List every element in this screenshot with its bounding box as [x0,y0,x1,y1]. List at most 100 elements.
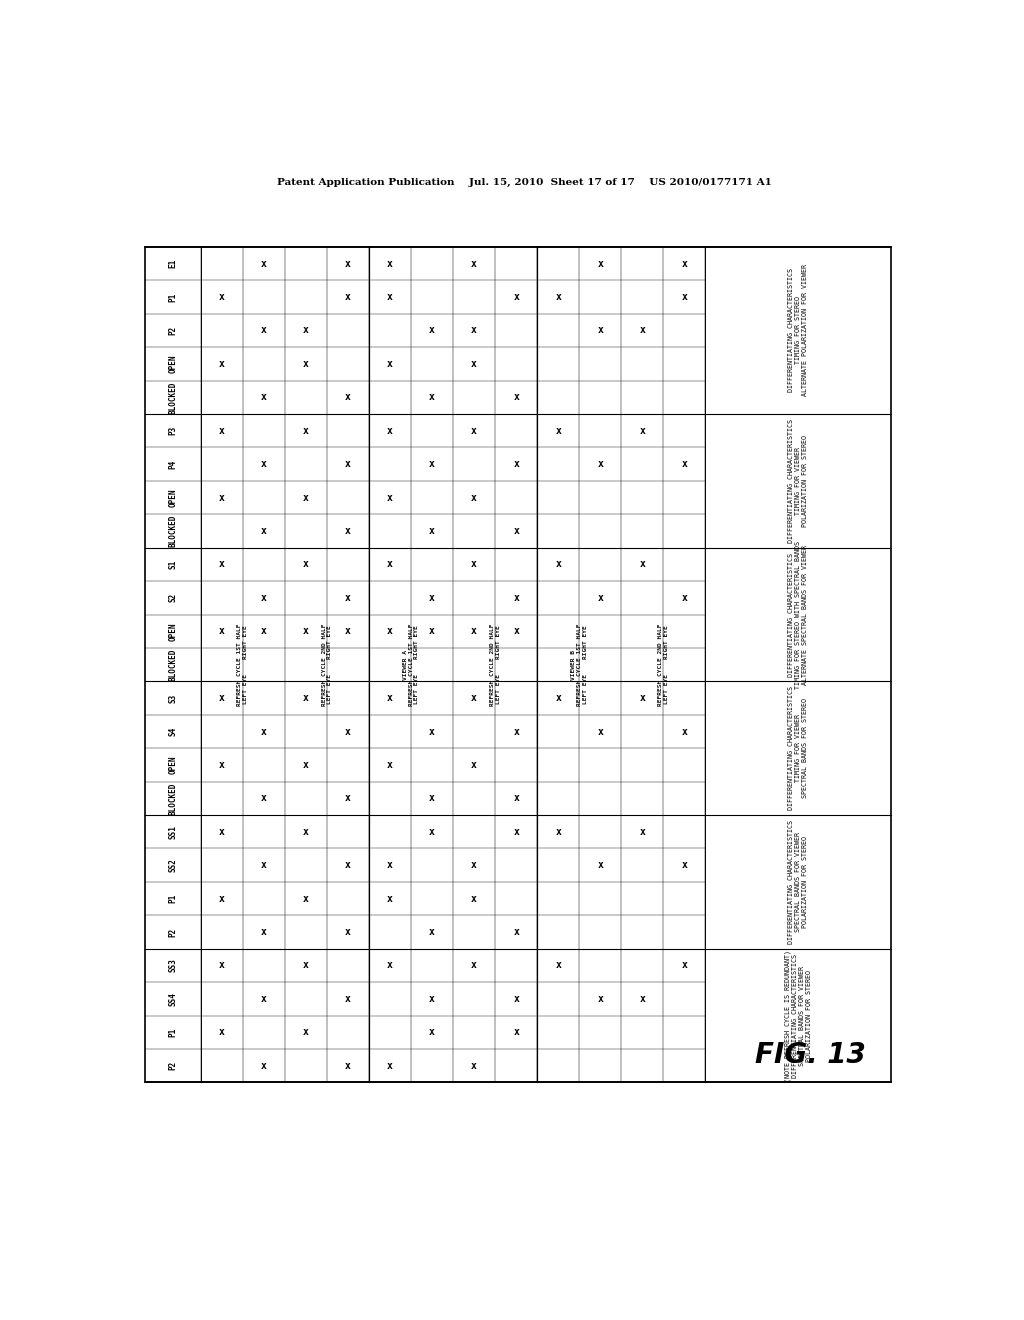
Text: x: x [219,426,225,436]
Text: x: x [429,927,435,937]
Text: x: x [219,359,225,368]
Text: x: x [639,426,645,436]
Text: x: x [303,693,309,704]
Text: x: x [261,459,267,469]
Text: x: x [387,1061,393,1071]
Text: REFRESH CYCLE 2ND HALF
LEFT EYE    RIGHT EYE: REFRESH CYCLE 2ND HALF LEFT EYE RIGHT EY… [489,623,501,706]
Text: x: x [345,994,351,1003]
Text: x: x [429,459,435,469]
Text: OPEN: OPEN [169,622,177,640]
Text: x: x [555,826,561,837]
Text: x: x [513,392,519,403]
Text: P2: P2 [169,1061,177,1071]
Text: x: x [597,259,603,269]
Text: x: x [219,693,225,704]
Text: x: x [261,626,267,636]
Text: BLOCKED: BLOCKED [169,515,177,548]
Text: x: x [261,726,267,737]
Text: x: x [303,426,309,436]
Text: x: x [345,525,351,536]
Text: DIFFERENTIATING CHARACTERISTICS
TIMING FOR VIEWER
SPECTRAL BANDS FOR STEREO: DIFFERENTIATING CHARACTERISTICS TIMING F… [788,686,808,810]
Text: x: x [513,292,519,302]
Text: x: x [555,426,561,436]
Text: REFRESH CYCLE 2ND HALF
LEFT EYE    RIGHT EYE: REFRESH CYCLE 2ND HALF LEFT EYE RIGHT EY… [322,623,333,706]
Text: x: x [471,359,477,368]
Text: x: x [387,961,393,970]
Text: x: x [429,392,435,403]
Text: x: x [681,861,687,870]
Text: x: x [681,726,687,737]
Text: x: x [681,593,687,603]
Text: x: x [219,560,225,569]
Text: x: x [345,626,351,636]
Text: x: x [387,292,393,302]
Text: x: x [219,894,225,904]
Text: x: x [597,593,603,603]
Text: x: x [429,326,435,335]
Text: (NOTE REFRESH CYCLE IS REDUNDANT)
DIFFERENTIATING CHARACTERISTICS
SPECTRAL BANDS: (NOTE REFRESH CYCLE IS REDUNDANT) DIFFER… [784,949,812,1081]
Text: SS3: SS3 [169,958,177,973]
Text: x: x [513,927,519,937]
Text: x: x [387,492,393,503]
Text: x: x [471,861,477,870]
Text: x: x [387,259,393,269]
Text: x: x [345,593,351,603]
Text: x: x [219,1027,225,1038]
Text: S3: S3 [169,693,177,702]
Text: OPEN: OPEN [169,755,177,774]
Text: OPEN: OPEN [169,355,177,374]
Text: x: x [429,1027,435,1038]
Text: x: x [345,392,351,403]
Text: SS4: SS4 [169,991,177,1006]
Text: S2: S2 [169,593,177,602]
Text: x: x [681,459,687,469]
Text: x: x [303,826,309,837]
Text: DIFFERENTIATING CHARACTERISTICS
TIMING FOR STEREO
ALTERNATE POLARIZATION FOR VIE: DIFFERENTIATING CHARACTERISTICS TIMING F… [788,264,808,396]
Text: x: x [513,593,519,603]
Text: x: x [639,560,645,569]
Text: P2: P2 [169,326,177,335]
Text: x: x [261,259,267,269]
Text: x: x [681,259,687,269]
Text: x: x [429,826,435,837]
Text: x: x [555,560,561,569]
Text: x: x [345,726,351,737]
Text: SS1: SS1 [169,825,177,838]
Text: x: x [555,292,561,302]
Text: x: x [471,492,477,503]
Text: x: x [345,927,351,937]
Text: x: x [597,994,603,1003]
Text: S4: S4 [169,727,177,737]
Text: x: x [429,593,435,603]
Text: x: x [303,359,309,368]
Text: x: x [261,326,267,335]
Text: E1: E1 [169,259,177,268]
Text: x: x [345,861,351,870]
Text: x: x [429,726,435,737]
Text: x: x [261,1061,267,1071]
Text: x: x [681,961,687,970]
Text: x: x [471,259,477,269]
Text: x: x [639,994,645,1003]
Text: x: x [303,894,309,904]
Text: x: x [513,1027,519,1038]
Text: x: x [219,961,225,970]
Text: x: x [261,861,267,870]
Text: x: x [303,560,309,569]
Text: S1: S1 [169,560,177,569]
Text: x: x [471,326,477,335]
Text: BLOCKED: BLOCKED [169,648,177,681]
Text: x: x [345,459,351,469]
Text: DIFFERENTIATING CHARACTERISTICS
TIMING FOR VIEWER
POLARIZATION FOR STEREO: DIFFERENTIATING CHARACTERISTICS TIMING F… [788,418,808,543]
Text: P1: P1 [169,293,177,302]
Text: P1: P1 [169,894,177,903]
Text: x: x [219,760,225,770]
Text: x: x [387,894,393,904]
Text: x: x [429,994,435,1003]
Text: x: x [597,326,603,335]
Text: x: x [429,793,435,804]
Text: SS2: SS2 [169,858,177,873]
Text: P3: P3 [169,426,177,436]
Text: x: x [387,359,393,368]
Text: x: x [471,693,477,704]
